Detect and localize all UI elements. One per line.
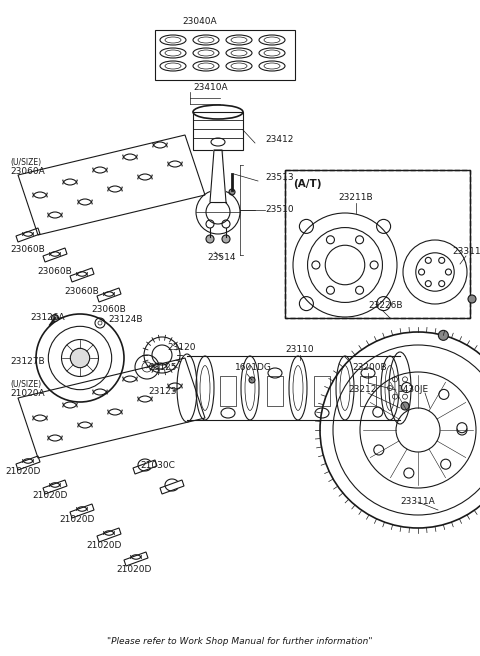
Bar — [314, 376, 330, 406]
Text: 23040A: 23040A — [183, 18, 217, 26]
Bar — [267, 376, 283, 406]
Circle shape — [206, 235, 214, 243]
Bar — [220, 376, 236, 406]
Bar — [360, 376, 376, 406]
Text: 23510: 23510 — [265, 205, 294, 215]
Text: 23123: 23123 — [148, 388, 177, 396]
Circle shape — [457, 422, 467, 433]
Circle shape — [312, 261, 320, 269]
Circle shape — [419, 269, 424, 275]
Circle shape — [445, 269, 451, 275]
Text: (U/SIZE): (U/SIZE) — [10, 159, 41, 167]
Text: 23127B: 23127B — [10, 358, 45, 367]
Text: 23060A: 23060A — [10, 167, 45, 176]
Text: 23513: 23513 — [265, 173, 294, 182]
Text: 23412: 23412 — [265, 136, 293, 144]
Bar — [285, 170, 470, 318]
Text: 23110: 23110 — [286, 346, 314, 354]
Circle shape — [402, 382, 412, 392]
Polygon shape — [210, 150, 226, 202]
Text: 23060B: 23060B — [64, 287, 99, 297]
Text: 23311A: 23311A — [400, 497, 435, 506]
Circle shape — [401, 402, 409, 410]
Text: 21020D: 21020D — [32, 491, 67, 501]
Text: 23120: 23120 — [167, 344, 195, 352]
Circle shape — [373, 407, 383, 417]
Text: 21020D: 21020D — [5, 468, 40, 476]
Circle shape — [374, 445, 384, 455]
Text: "Please refer to Work Shop Manual for further information": "Please refer to Work Shop Manual for fu… — [107, 638, 373, 647]
Text: 23060B: 23060B — [10, 245, 45, 255]
Circle shape — [425, 281, 432, 287]
Bar — [155, 30, 295, 80]
Text: 1430JE: 1430JE — [398, 386, 429, 394]
Text: 23060B: 23060B — [37, 268, 72, 276]
Circle shape — [439, 257, 444, 263]
Text: 23200B: 23200B — [352, 363, 386, 373]
Circle shape — [457, 425, 467, 435]
Text: (U/SIZE): (U/SIZE) — [10, 380, 41, 390]
Circle shape — [222, 235, 230, 243]
Circle shape — [439, 390, 449, 400]
Text: 23125: 23125 — [148, 363, 177, 373]
Circle shape — [356, 236, 363, 244]
Text: 21020D: 21020D — [86, 541, 121, 550]
Circle shape — [425, 257, 431, 263]
Circle shape — [229, 189, 235, 195]
Circle shape — [70, 348, 90, 367]
Text: 23514: 23514 — [207, 253, 236, 262]
Text: 23212: 23212 — [348, 386, 376, 394]
Text: 23410A: 23410A — [193, 83, 228, 92]
Text: 21030C: 21030C — [140, 462, 175, 470]
Text: (A/T): (A/T) — [293, 179, 322, 189]
Text: 1601DG: 1601DG — [235, 363, 272, 373]
Text: 23226B: 23226B — [368, 300, 403, 310]
Circle shape — [441, 459, 451, 469]
Text: 23311B: 23311B — [452, 247, 480, 256]
Circle shape — [404, 468, 414, 478]
Text: 21020A: 21020A — [10, 390, 45, 398]
Bar — [285, 170, 470, 318]
Text: 23060B: 23060B — [91, 306, 126, 314]
Circle shape — [439, 281, 444, 287]
Circle shape — [356, 286, 363, 295]
Circle shape — [438, 331, 448, 340]
Circle shape — [326, 286, 335, 295]
Text: 21020D: 21020D — [116, 565, 151, 575]
Circle shape — [326, 236, 335, 244]
Circle shape — [370, 261, 378, 269]
Circle shape — [51, 314, 59, 321]
Text: 23124B: 23124B — [108, 316, 143, 325]
Circle shape — [468, 295, 476, 303]
Text: 23211B: 23211B — [338, 192, 372, 201]
Text: 23126A: 23126A — [30, 314, 65, 323]
Circle shape — [249, 377, 255, 383]
Bar — [193, 112, 243, 150]
Text: 21020D: 21020D — [59, 516, 95, 525]
